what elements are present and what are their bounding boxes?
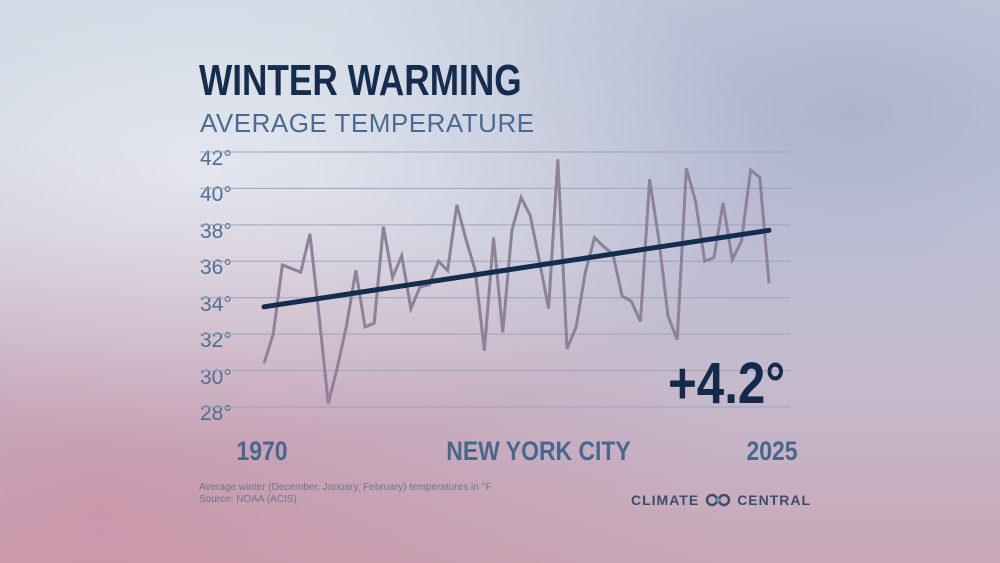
data-point-2006 [594, 237, 596, 239]
data-point-1996 [502, 331, 504, 333]
source-note: Source: NOAA (ACIS) [199, 494, 297, 505]
data-point-2015 [676, 339, 678, 341]
data-point-2002 [557, 158, 559, 160]
data-point-2020 [722, 202, 724, 204]
data-point-2007 [603, 246, 605, 248]
data-point-2014 [667, 315, 669, 317]
data-point-2022 [740, 240, 742, 242]
data-point-1980 [355, 269, 357, 271]
data-point-1999 [529, 215, 531, 217]
data-point-1981 [364, 326, 366, 328]
trend-line [261, 227, 772, 310]
data-point-1982 [373, 322, 375, 324]
data-point-2005 [584, 271, 586, 273]
y-tick-label: 34° [200, 292, 232, 316]
x-start-label: 1970 [236, 436, 288, 466]
data-point-1970 [263, 362, 265, 364]
data-point-1974 [300, 271, 302, 273]
data-point-1997 [511, 229, 513, 231]
data-point-1977 [327, 402, 329, 404]
data-point-2023 [750, 169, 752, 171]
data-point-1989 [437, 260, 439, 262]
data-point-2001 [548, 308, 550, 310]
y-tick-label: 32° [200, 329, 232, 353]
data-point-2011 [639, 320, 641, 322]
data-point-1986 [410, 308, 412, 310]
data-point-1993 [474, 269, 476, 271]
data-point-1984 [392, 277, 394, 279]
data-point-2019 [713, 257, 715, 259]
chart-title: WINTER WARMING [199, 56, 522, 105]
data-point-2003 [566, 348, 568, 350]
data-point-1971 [272, 333, 274, 335]
data-point-2013 [658, 238, 660, 240]
data-point-2009 [621, 295, 623, 297]
data-point-1990 [447, 269, 449, 271]
footnote: Average winter (December, January, Febru… [199, 482, 492, 493]
data-point-1994 [483, 350, 485, 352]
data-point-2000 [538, 260, 540, 262]
y-tick-label: 42° [200, 147, 232, 170]
data-point-1991 [456, 204, 458, 206]
data-point-2016 [685, 167, 687, 169]
x-end-label: 2025 [746, 436, 798, 466]
data-point-1978 [336, 366, 338, 368]
y-tick-label: 40° [200, 183, 232, 207]
data-point-1975 [309, 233, 311, 235]
y-tick-label: 38° [200, 219, 232, 243]
data-point-1995 [493, 237, 495, 239]
data-point-1973 [291, 268, 293, 270]
data-point-1983 [382, 226, 384, 228]
y-tick-label: 28° [200, 402, 232, 425]
temperature-series-line [262, 159, 771, 404]
data-point-2012 [649, 178, 651, 180]
data-point-2021 [731, 258, 733, 260]
infinity-logo-icon [705, 493, 731, 507]
data-point-1998 [520, 197, 522, 199]
data-point-2018 [704, 260, 706, 262]
data-point-1976 [318, 315, 320, 317]
data-point-2017 [695, 200, 697, 202]
data-point-2010 [630, 300, 632, 302]
y-tick-label: 30° [200, 365, 232, 389]
climate-central-logo: CLIMATE CENTRAL [631, 492, 811, 508]
data-point-1972 [281, 264, 283, 266]
data-point-2024 [759, 177, 761, 178]
data-point-2004 [575, 326, 577, 328]
chart-subtitle: AVERAGE TEMPERATURE [200, 108, 535, 138]
data-point-1992 [465, 238, 467, 240]
data-point-1985 [401, 255, 403, 257]
logo-text-left: CLIMATE [631, 492, 700, 508]
change-annotation: +4.2° [668, 351, 786, 416]
data-point-1988 [428, 284, 430, 286]
data-point-1987 [419, 286, 421, 288]
data-point-2025 [768, 282, 770, 284]
location-label: NEW YORK CITY [446, 436, 631, 466]
data-point-1979 [346, 324, 348, 326]
logo-text-right: CENTRAL [737, 492, 812, 508]
y-tick-label: 36° [200, 256, 232, 280]
